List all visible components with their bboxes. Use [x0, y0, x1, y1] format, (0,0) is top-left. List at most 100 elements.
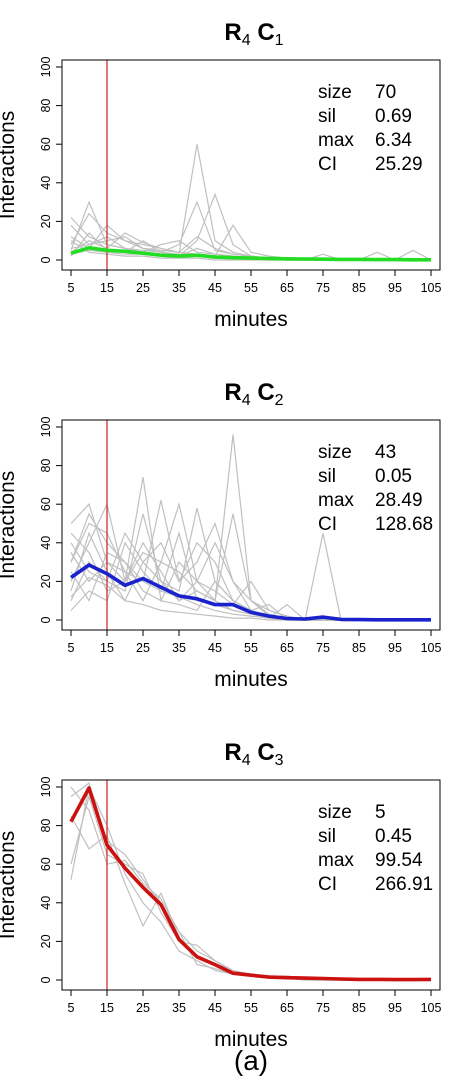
stat-label: CI — [318, 514, 337, 535]
stat-value: 0.69 — [375, 106, 412, 127]
x-tick-label: 45 — [208, 281, 222, 295]
stat-value: 70 — [375, 82, 396, 103]
chart-title: R4 C3 — [224, 739, 283, 769]
x-tick-label: 75 — [316, 281, 330, 295]
stat-label: CI — [318, 874, 337, 895]
stat-value: 6.34 — [375, 130, 412, 151]
x-tick-label: 55 — [244, 281, 258, 295]
title-subscript: 3 — [275, 752, 284, 769]
x-tick-label: 25 — [136, 641, 150, 655]
title-main: R — [224, 739, 241, 766]
gray-series-line — [70, 240, 431, 261]
y-tick-label: 80 — [39, 819, 53, 833]
stat-value: 5 — [375, 802, 386, 823]
stat-label: max — [318, 850, 354, 871]
title-mid: C — [251, 19, 275, 46]
x-tick-label: 15 — [100, 281, 114, 295]
x-tick-label: 75 — [316, 1001, 330, 1015]
y-tick-label: 60 — [39, 857, 53, 871]
x-tick-label: 35 — [172, 281, 186, 295]
gray-series-line — [70, 530, 431, 621]
x-tick-label: 55 — [244, 641, 258, 655]
x-tick-label: 65 — [280, 281, 294, 295]
x-tick-label: 85 — [352, 281, 366, 295]
y-tick-label: 100 — [39, 777, 53, 798]
stat-label: size — [318, 802, 352, 823]
stat-label: size — [318, 82, 352, 103]
x-tick-label: 15 — [100, 641, 114, 655]
title-subscript: 4 — [242, 392, 251, 409]
x-tick-label: 85 — [352, 641, 366, 655]
x-tick-label: 55 — [244, 1001, 258, 1015]
stat-value: 99.54 — [375, 850, 423, 871]
title-subscript: 4 — [242, 32, 251, 49]
y-tick-label: 100 — [39, 417, 53, 438]
y-axis-label: Interactions — [0, 111, 19, 220]
x-tick-label: 45 — [208, 1001, 222, 1015]
x-tick-label: 25 — [136, 281, 150, 295]
stat-label: sil — [318, 826, 336, 847]
stat-label: CI — [318, 154, 337, 175]
mean-series-line — [69, 563, 431, 622]
y-tick-label: 20 — [39, 934, 53, 948]
figure-caption: (a) — [234, 1045, 268, 1076]
title-subscript: 1 — [275, 32, 284, 49]
plot-area — [70, 60, 432, 270]
x-tick-label: 95 — [388, 1001, 402, 1015]
x-tick-label: 105 — [421, 1001, 442, 1015]
stat-value: 128.68 — [375, 514, 433, 535]
x-tick-label: 105 — [421, 641, 442, 655]
y-tick-label: 20 — [39, 214, 53, 228]
stat-value: 43 — [375, 442, 396, 463]
x-axis-label: minutes — [214, 668, 288, 691]
x-tick-label: 5 — [68, 641, 75, 655]
title-main: R — [224, 379, 241, 406]
gray-series-line — [70, 532, 431, 621]
stat-value: 28.49 — [375, 490, 423, 511]
x-tick-label: 75 — [316, 641, 330, 655]
mean-series-line — [70, 246, 431, 262]
y-tick-label: 0 — [39, 616, 53, 623]
x-axis-label: minutes — [214, 308, 288, 331]
y-tick-label: 60 — [39, 137, 53, 151]
x-tick-label: 5 — [68, 281, 75, 295]
x-tick-label: 25 — [136, 1001, 150, 1015]
y-axis-label: Interactions — [0, 831, 19, 940]
plot-area — [69, 780, 432, 990]
plot-area — [69, 420, 431, 630]
y-tick-label: 20 — [39, 574, 53, 588]
x-tick-label: 45 — [208, 641, 222, 655]
chart-title: R4 C1 — [224, 19, 283, 49]
y-tick-label: 40 — [39, 536, 53, 550]
stat-value: 25.29 — [375, 154, 423, 175]
stat-value: 0.45 — [375, 826, 412, 847]
chart-title: R4 C2 — [224, 379, 283, 409]
stat-label: size — [318, 442, 352, 463]
x-tick-label: 35 — [172, 1001, 186, 1015]
stat-label: sil — [318, 466, 336, 487]
x-tick-label: 65 — [280, 1001, 294, 1015]
x-tick-label: 95 — [388, 281, 402, 295]
x-tick-label: 65 — [280, 641, 294, 655]
title-mid: C — [251, 379, 275, 406]
stat-label: max — [318, 130, 354, 151]
chart-panel-3: R4 C35 15 25 35 45 55 65 75 85 95 105minutes020406… — [0, 739, 441, 1051]
y-tick-label: 0 — [39, 976, 53, 983]
title-mid: C — [251, 739, 275, 766]
y-axis-label: Interactions — [0, 471, 19, 580]
x-tick-label: 15 — [100, 1001, 114, 1015]
stat-label: max — [318, 490, 354, 511]
x-tick-label: 95 — [388, 641, 402, 655]
title-subscript: 4 — [242, 752, 251, 769]
stat-label: sil — [318, 106, 336, 127]
y-tick-label: 80 — [39, 459, 53, 473]
mean-series-line — [69, 786, 432, 982]
title-subscript: 2 — [275, 392, 284, 409]
x-tick-label: 5 — [68, 1001, 75, 1015]
chart-panel-1: R4 C15 15 25 35 45 55 65 75 85 95 105minutes020406… — [0, 19, 441, 331]
x-tick-label: 85 — [352, 1001, 366, 1015]
gray-series-line — [70, 522, 431, 621]
x-axis-label: minutes — [214, 1028, 288, 1051]
x-tick-label: 105 — [421, 281, 442, 295]
